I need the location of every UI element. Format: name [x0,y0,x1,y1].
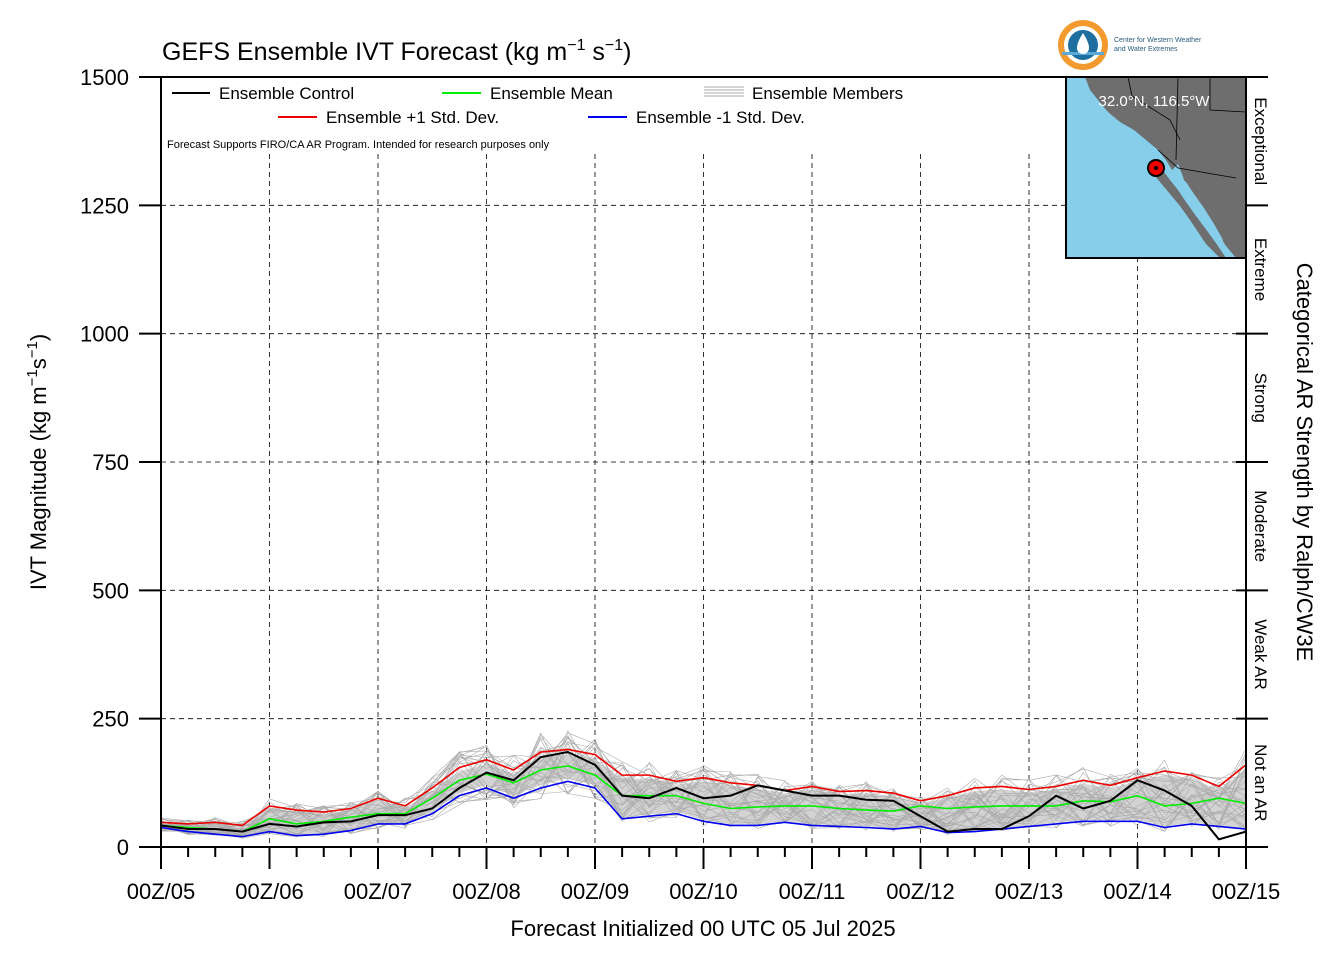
ensemble-member-line [160,742,1247,832]
category-label: Exceptional [1251,97,1270,185]
category-label: Extreme [1251,238,1270,301]
x-tick-label: 00Z/10 [669,879,738,904]
x-tick-label: 00Z/09 [561,879,630,904]
x-axis-label: Forecast Initialized 00 UTC 05 Jul 2025 [510,916,895,941]
ensemble-member-line [160,736,1247,835]
ensemble-member-line [160,742,1247,834]
series-line-minus-std [160,780,1247,838]
x-tick-label: 00Z/13 [995,879,1064,904]
y-tick-label: 1500 [80,65,129,90]
y-tick-label: 250 [92,707,129,732]
x-ticks: 00Z/05 00Z/06 00Z/07 00Z/08 00Z/09 00Z/10 00Z/… [127,847,1281,904]
category-label: Not an AR [1251,744,1270,822]
research-note: Forecast Supports FIRO/CA AR Program. In… [167,139,550,151]
y-ticks: 0 250 500 750 1000 1250 1500 [80,65,1268,860]
x-tick-label: 00Z/12 [886,879,955,904]
legend-label-minus-std: Ensemble -1 Std. Dev. [636,108,805,127]
legend-label-control: Ensemble Control [219,84,354,103]
legend-label-members: Ensemble Members [752,84,903,103]
location-marker-dot [1154,166,1158,170]
ensemble-member-line [160,733,1247,831]
category-labels: Not an AR Weak AR Moderate Strong Extreme Exc… [1251,97,1270,821]
ensemble-member-line [160,735,1247,836]
y-tick-label: 750 [92,450,129,475]
logo-text-line2: and Water Extremes [1114,46,1178,53]
legend-swatch-members [704,86,744,97]
cw3e-logo: Center for Western Weather and Water Ext… [1058,20,1202,70]
legend-label-plus-std: Ensemble +1 Std. Dev. [326,108,499,127]
chart-title: GEFS Ensemble IVT Forecast (kg m−1 s−1) [162,37,632,66]
ensemble-spread-band [161,754,1246,837]
grid-lines [161,77,1246,847]
series-line-mean [160,765,1247,833]
x-tick-label: 00Z/07 [344,879,413,904]
x-tick-label: 00Z/15 [1212,879,1281,904]
series-line-plus-std [160,748,1247,827]
inset-frame [1065,76,1247,259]
x-tick-label: 00Z/05 [127,879,196,904]
inset-gulf [1176,174,1226,250]
category-label: Weak AR [1251,619,1270,690]
legend: Ensemble Control Ensemble Mean Ensemble … [167,84,903,151]
y-tick-label: 500 [92,578,129,603]
y-axis-label: IVT Magnitude (kg m−1s−1) [24,334,51,590]
y-tick-label: 1250 [80,193,129,218]
ensemble-member-line [160,737,1247,833]
ensemble-member-line [160,732,1247,838]
inset-borders [1127,76,1247,179]
y-tick-label: 1000 [80,322,129,347]
category-label: Moderate [1251,490,1270,562]
y-tick-label: 0 [117,835,129,860]
series-line-control [160,750,1247,841]
right-axis-label: Categorical AR Strength by Ralph/CW3E [1292,263,1317,662]
legend-label-mean: Ensemble Mean [490,84,613,103]
ensemble-member-line [160,738,1247,838]
ensemble-member-line [160,743,1247,838]
x-tick-label: 00Z/06 [235,879,304,904]
x-tick-label: 00Z/11 [779,879,846,904]
series-lines [160,748,1247,841]
inset-baja [1152,172,1226,258]
x-tick-label: 00Z/08 [452,879,521,904]
water-drop-icon [1077,33,1089,54]
inset-map: 32.0°N, 116.5°W [1065,76,1247,259]
x-tick-label: 00Z/14 [1103,879,1172,904]
inset-location-label: 32.0°N, 116.5°W [1099,93,1211,110]
logo-text-line1: Center for Western Weather [1114,37,1202,44]
category-label: Strong [1251,373,1270,423]
